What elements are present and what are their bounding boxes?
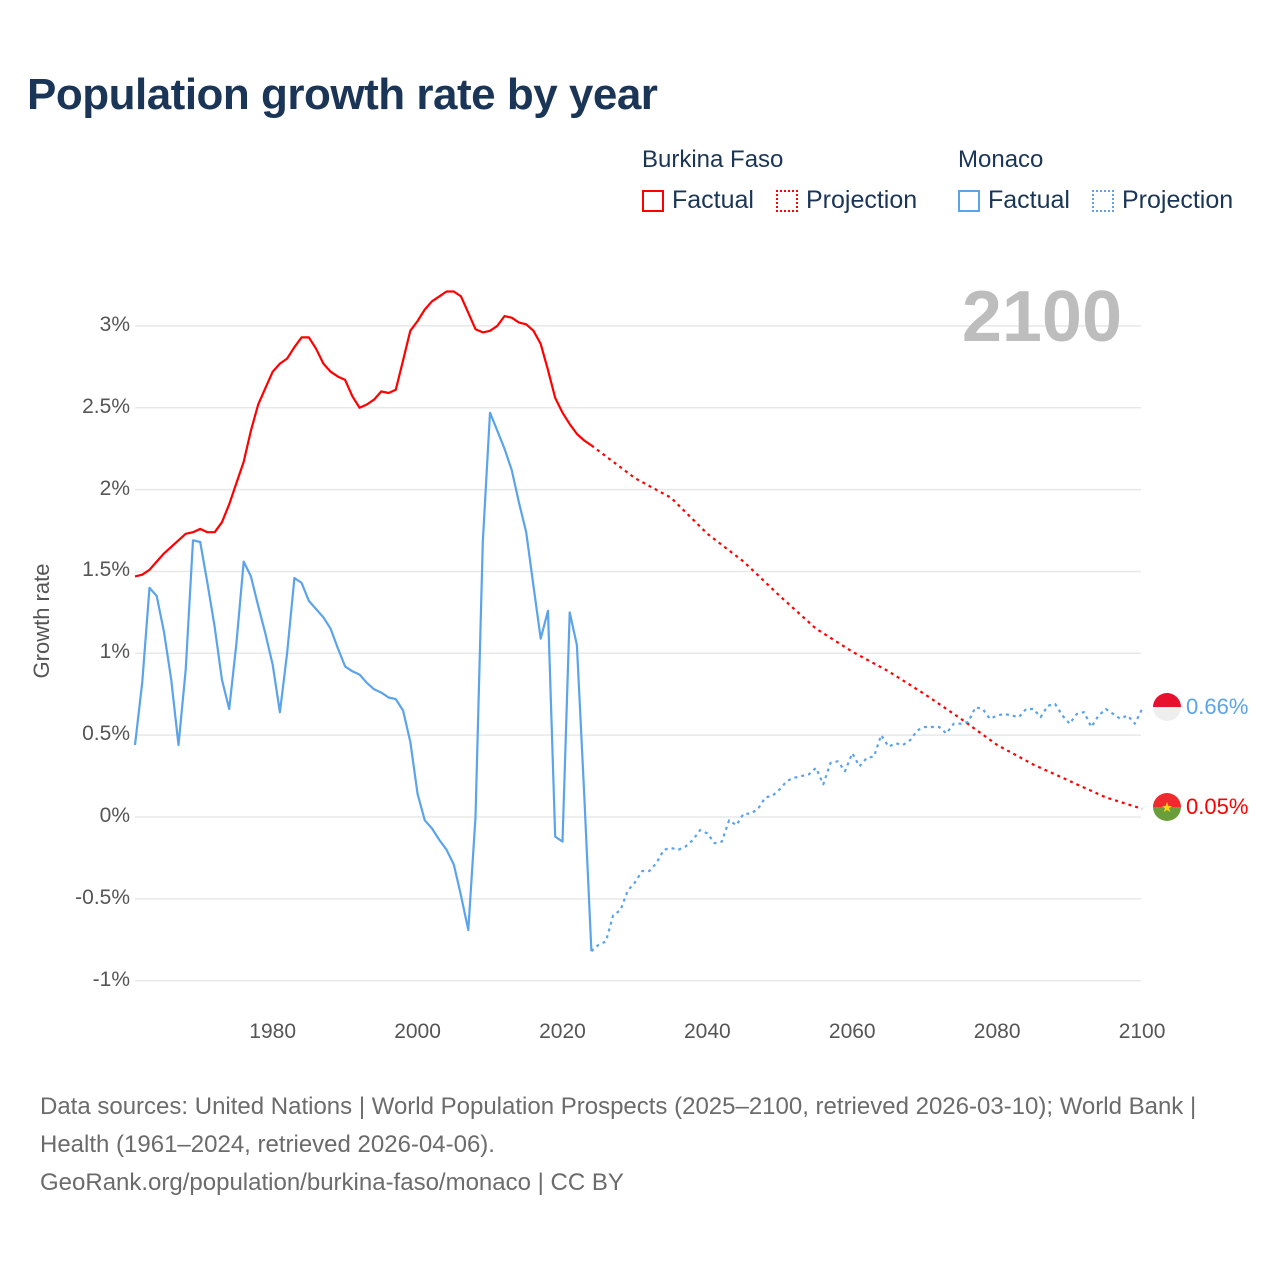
y-tick-label: 0.5% [82,722,130,746]
legend-label: Projection [806,186,918,214]
data-sources: Data sources: United Nations | World Pop… [40,1093,1197,1158]
x-tick-label: 2080 [973,1020,1021,1043]
series-monaco-factual [133,411,593,952]
burkina-faso-flag-icon [1153,793,1181,821]
solid-swatch-icon [642,189,664,212]
series-monaco-projection [590,702,1144,953]
x-tick-label: 2000 [394,1020,441,1043]
footer: Data sources: United Nations | World Pop… [40,1088,1240,1202]
series-burkina-faso-factual [134,290,593,578]
legend-group-burkina-faso: Burkina Faso [642,146,784,173]
solid-swatch-icon [958,189,980,212]
legend-label: Factual [672,186,754,214]
legend-label: Factual [988,186,1070,214]
x-tick-label: 2060 [828,1020,876,1043]
legend-burkina-factual[interactable]: Factual [642,186,754,215]
monaco-end-value: 0.66% [1186,694,1249,719]
y-tick-label: -1% [92,967,130,991]
dotted-swatch-icon [1092,189,1114,212]
chart-title: Population growth rate by year [27,70,658,119]
x-tick-label: 2040 [683,1020,731,1043]
y-tick-label: 2.5% [82,394,130,418]
current-year-label: 2100 [961,277,1122,357]
legend-label: Projection [1122,186,1234,214]
x-tick-label: 1980 [249,1020,296,1043]
y-tick-label: 1.5% [82,558,130,582]
y-tick-label: 2% [99,476,130,500]
dotted-swatch-icon [776,189,798,212]
series-burkina-faso-projection [590,444,1143,810]
y-tick-label: 1% [99,640,130,664]
legend-monaco-factual[interactable]: Factual [958,186,1070,215]
monaco-flag-icon [1153,693,1181,721]
y-tick-label: -0.5% [75,885,130,909]
burkina-end-value: 0.05% [1186,794,1249,819]
credit-link[interactable]: GeoRank.org/population/burkina-faso/mona… [40,1169,624,1196]
x-tick-label: 2100 [1118,1020,1166,1043]
legend-group-monaco: Monaco [958,146,1044,173]
legend-monaco-projection[interactable]: Projection [1092,186,1233,215]
legend-burkina-projection[interactable]: Projection [776,186,917,215]
y-axis-title: Growth rate [29,563,54,679]
y-tick-label: 0% [99,804,130,827]
y-tick-label: 3% [99,312,130,336]
x-tick-label: 2020 [539,1020,586,1043]
